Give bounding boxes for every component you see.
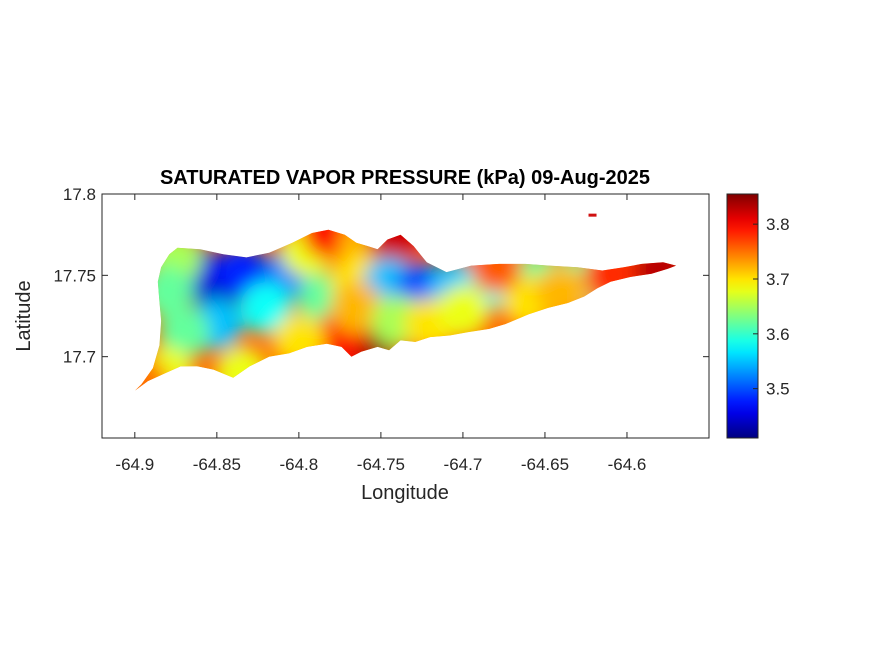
y-tick-label: 17.7 [63, 348, 96, 367]
colorbar-tick-label: 3.7 [766, 270, 790, 289]
islet [588, 213, 597, 217]
x-tick-label: -64.75 [357, 455, 405, 474]
field-sample [330, 281, 383, 334]
y-axis-label: Latitude [13, 280, 35, 351]
colorbar: 3.5 3.6 3.7 3.8 [726, 193, 790, 439]
field-sample [134, 358, 170, 391]
field-sample [240, 281, 293, 334]
y-tick-label: 17.8 [63, 185, 96, 204]
colorbar-tick-label: 3.5 [766, 380, 790, 399]
colorbar-tick-label: 3.8 [766, 215, 790, 234]
x-tick-label: -64.8 [279, 455, 318, 474]
field-sample [158, 306, 211, 359]
field-sample [436, 285, 489, 338]
x-tick-label: -64.65 [521, 455, 569, 474]
x-tick-label: -64.6 [608, 455, 647, 474]
y-tick-label: 17.75 [53, 266, 96, 285]
colorbar-tick-label: 3.6 [766, 325, 790, 344]
colorbar-gradient [726, 193, 759, 439]
colorbar-ticks: 3.5 3.6 3.7 3.8 [753, 215, 790, 399]
x-tick-label: -64.7 [444, 455, 483, 474]
x-axis-label: Longitude [361, 482, 449, 504]
x-tick-label: -64.9 [115, 455, 154, 474]
field-sample [368, 229, 421, 266]
chart-title: SATURATED VAPOR PRESSURE (kPa) 09-Aug-20… [160, 167, 650, 189]
x-axis: -64.9 -64.85 -64.8 -64.75 -64.7 -64.65 -64.6 [115, 194, 646, 474]
x-tick-label: -64.85 [193, 455, 241, 474]
y-axis: 17.7 17.75 17.8 [53, 185, 709, 367]
